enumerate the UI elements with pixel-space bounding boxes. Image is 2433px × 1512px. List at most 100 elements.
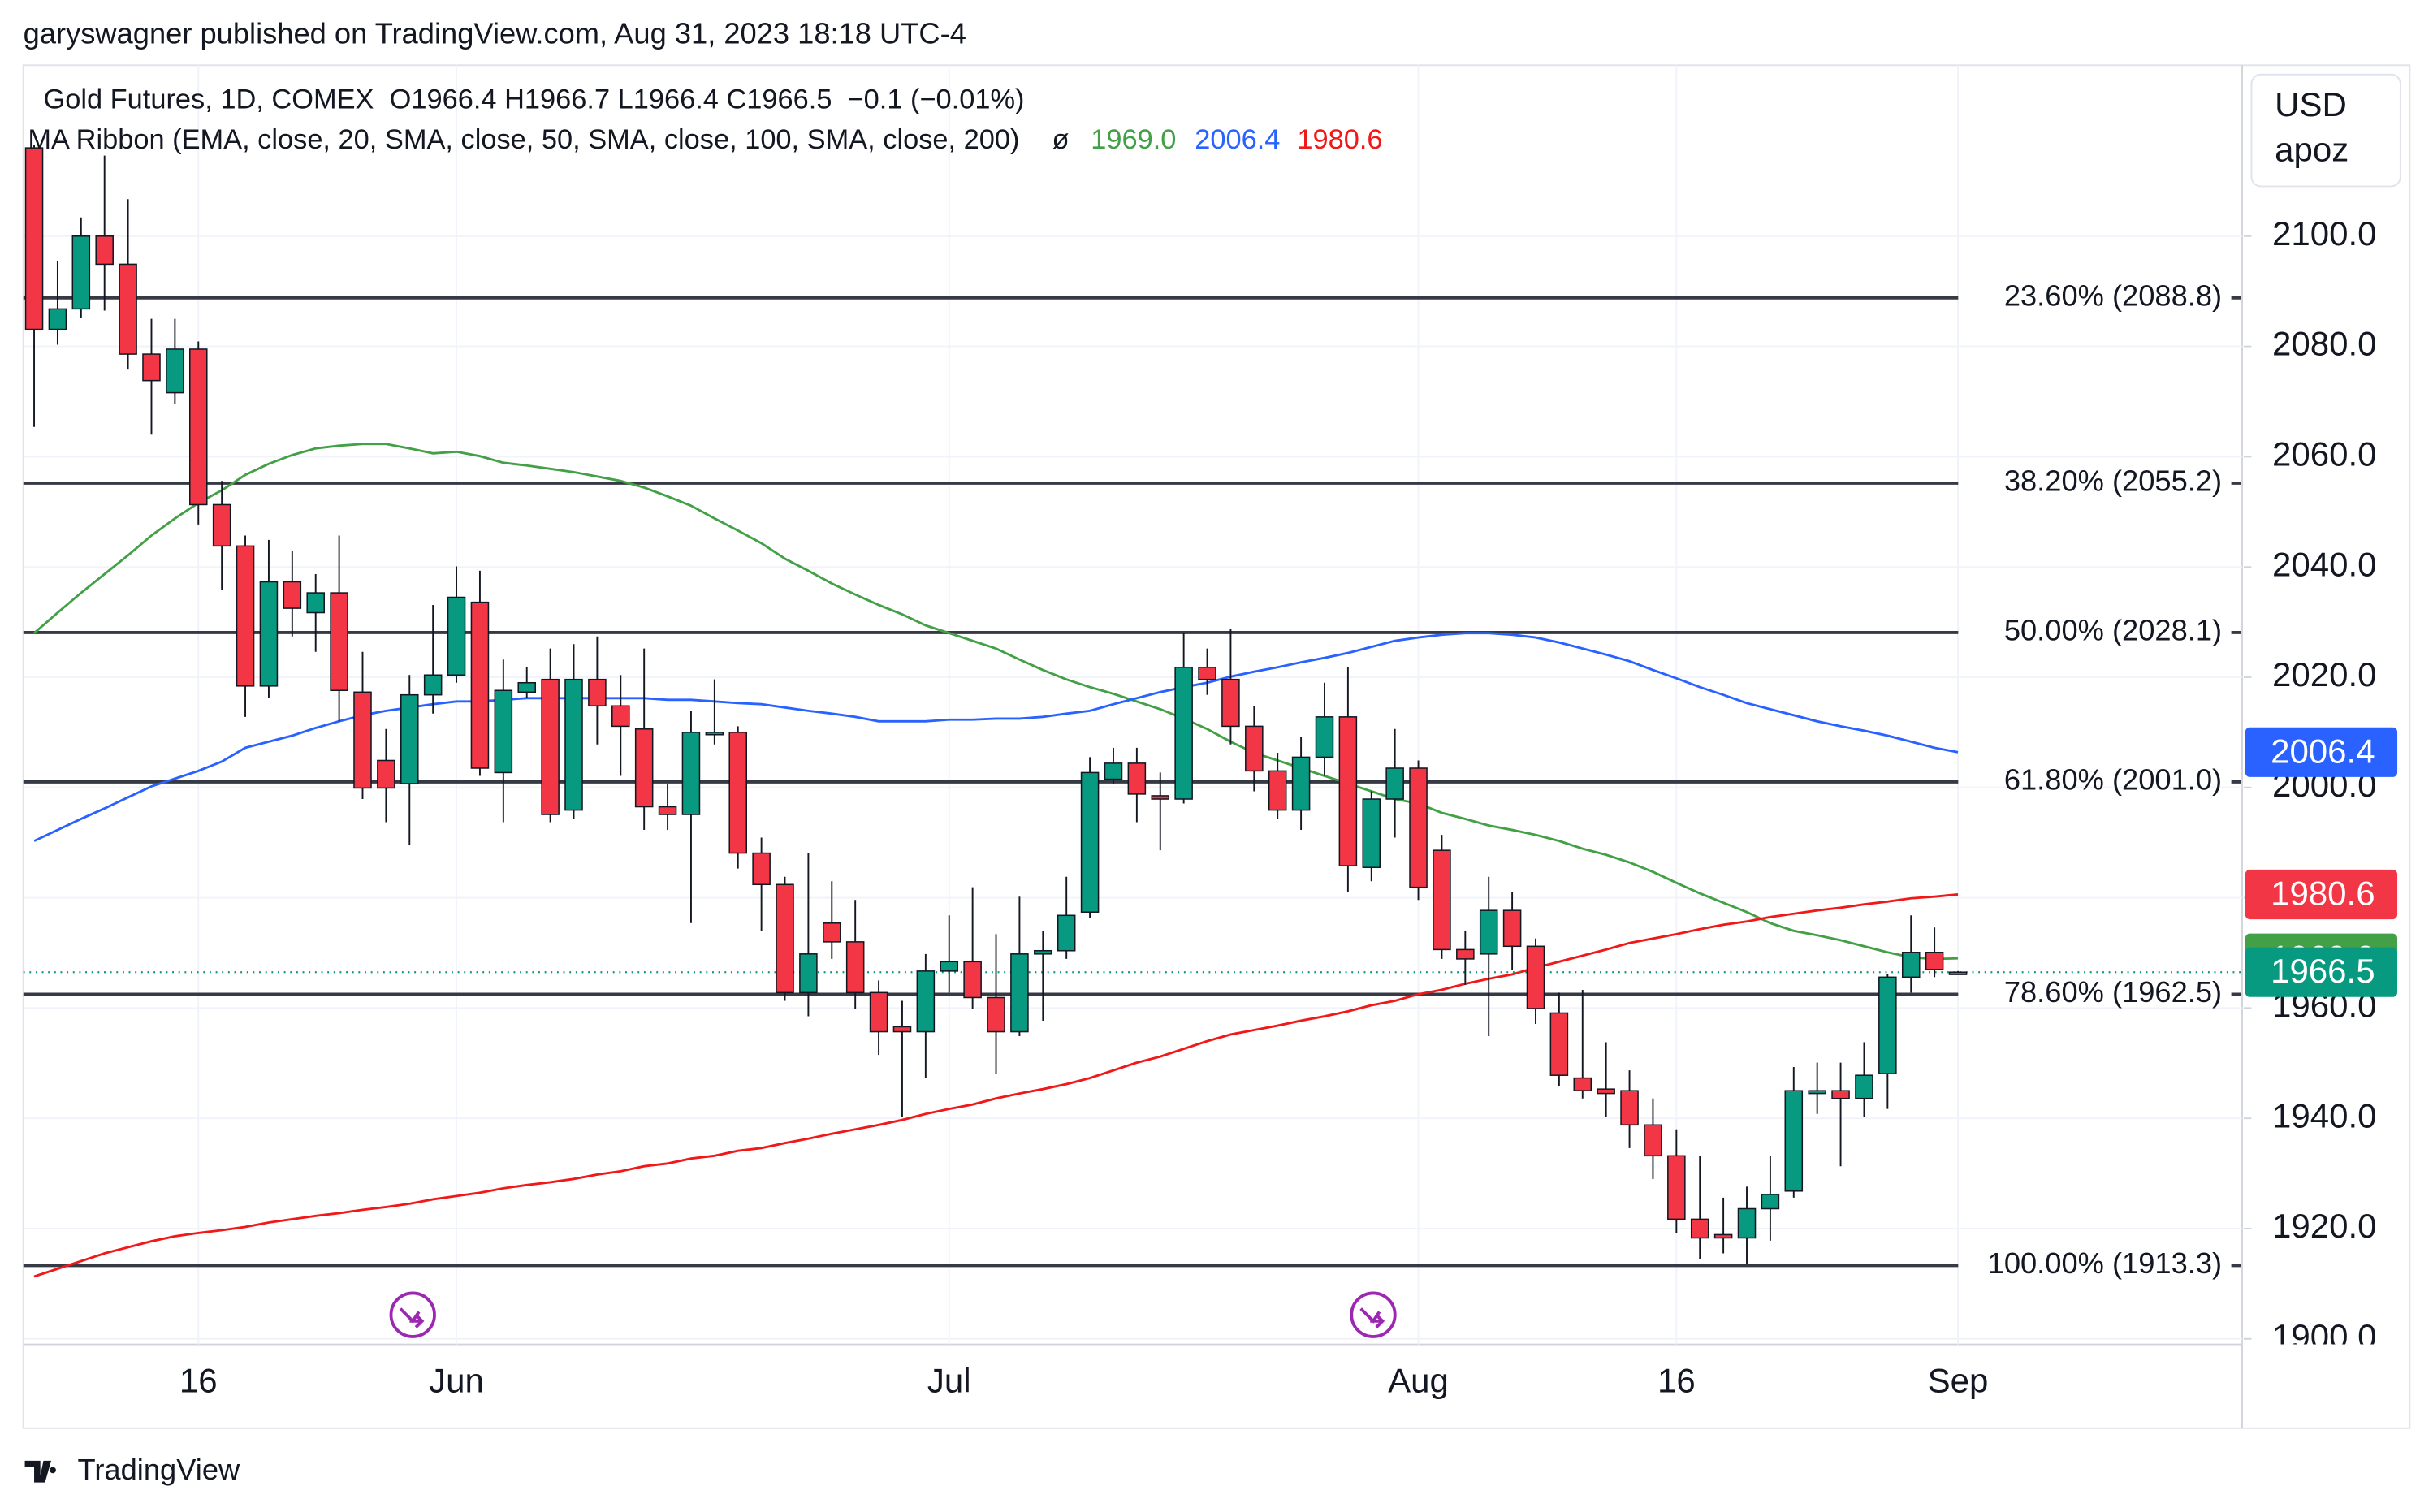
candle-body bbox=[963, 961, 982, 999]
candle-body bbox=[1573, 1077, 1592, 1091]
currency-box[interactable] bbox=[2250, 73, 2401, 188]
x-tick-label: 16 bbox=[179, 1361, 218, 1399]
plot-area: 23.60% (2088.8) 38.20% (2055.2) 50.00% (20… bbox=[23, 145, 2242, 1280]
price-axis: 1900.01920.01940.01960.01980.02000.02020… bbox=[2243, 214, 2398, 1355]
candle-body bbox=[1713, 1233, 1733, 1239]
candle-body bbox=[588, 678, 607, 707]
x-tick-label: Aug bbox=[1388, 1361, 1449, 1399]
candle-body bbox=[1127, 762, 1147, 795]
legend-value: 1969.0 bbox=[1091, 124, 1176, 155]
candle-body bbox=[1010, 953, 1029, 1033]
published-note: garyswagner published on TradingView.com… bbox=[24, 17, 966, 50]
legend-value: 1980.6 bbox=[1297, 124, 1382, 155]
candle-body bbox=[1667, 1155, 1686, 1220]
candle-body bbox=[1151, 795, 1170, 800]
candle-body bbox=[236, 545, 255, 687]
candle-body bbox=[1362, 798, 1381, 868]
candle-body bbox=[1174, 666, 1193, 800]
price-badge-label: 1980.6 bbox=[2271, 874, 2375, 912]
candle-body bbox=[1291, 756, 1311, 811]
candle-body bbox=[869, 991, 888, 1033]
candle-body bbox=[1948, 971, 1968, 975]
candle-body bbox=[1034, 949, 1052, 955]
y-tick-label: 2060.0 bbox=[2272, 434, 2377, 473]
candle-body bbox=[916, 970, 936, 1033]
candle-body bbox=[1245, 725, 1264, 772]
candle-body bbox=[1690, 1218, 1709, 1239]
candle-body bbox=[470, 601, 490, 769]
candle-body bbox=[1456, 948, 1475, 960]
fib-label: 50.00% (2028.1) bbox=[2004, 614, 2222, 647]
candle-body bbox=[48, 308, 67, 330]
candle-body bbox=[188, 348, 208, 506]
price-badge bbox=[2245, 727, 2398, 777]
chart-frame bbox=[22, 64, 2411, 1429]
candle-body bbox=[166, 348, 184, 394]
price-badge-label: 1966.5 bbox=[2271, 952, 2375, 990]
candle-body bbox=[987, 996, 1005, 1033]
y-tick-label: 1900.0 bbox=[2272, 1317, 2377, 1355]
y-tick-label: 2040.0 bbox=[2272, 545, 2377, 583]
candle-body bbox=[728, 732, 748, 854]
candle-body bbox=[892, 1026, 912, 1033]
candle-body bbox=[1409, 767, 1428, 888]
price-badge bbox=[2245, 947, 2398, 997]
y-tick-label: 2020.0 bbox=[2272, 655, 2377, 693]
candle-body bbox=[541, 678, 560, 815]
candle-body bbox=[1549, 1012, 1569, 1076]
candle-body bbox=[1338, 716, 1358, 866]
event-icon[interactable] bbox=[389, 1291, 436, 1338]
candle-body bbox=[447, 596, 466, 676]
candle-body bbox=[940, 961, 959, 972]
fib-label: 78.60% (1962.5) bbox=[2004, 975, 2222, 1009]
time-axis: 16 Jun Jul Aug 16 Sep bbox=[179, 1361, 1989, 1399]
fib-label: 61.80% (2001.0) bbox=[2004, 763, 2222, 797]
candle-body bbox=[423, 674, 443, 696]
y-tick-label: 1920.0 bbox=[2272, 1207, 2377, 1245]
fib-label: 38.20% (2055.2) bbox=[2004, 464, 2222, 498]
candle-body bbox=[611, 705, 630, 728]
candle-body bbox=[1104, 762, 1123, 780]
candle-body bbox=[1221, 678, 1240, 728]
candle-body bbox=[1925, 952, 1944, 970]
candle-body bbox=[1268, 770, 1287, 811]
candle-body bbox=[1433, 849, 1451, 951]
candle-body bbox=[1831, 1090, 1850, 1099]
fib-label: 100.00% (1913.3) bbox=[1988, 1246, 2223, 1280]
y-tick-label: 2100.0 bbox=[2272, 214, 2377, 253]
candle-body bbox=[517, 681, 536, 693]
candle-body bbox=[1057, 914, 1076, 952]
grid bbox=[23, 65, 2242, 1345]
candle-body bbox=[1597, 1088, 1615, 1095]
candle-body bbox=[377, 759, 395, 789]
price-badge-label: 2006.4 bbox=[2271, 732, 2375, 770]
candle-body bbox=[1080, 771, 1100, 913]
candle-body bbox=[283, 581, 302, 609]
candle-body bbox=[799, 953, 818, 994]
candle-body bbox=[1644, 1124, 1662, 1157]
candle-body bbox=[119, 263, 137, 355]
candle-body bbox=[24, 147, 44, 330]
candle-body bbox=[1315, 716, 1334, 758]
candle-body bbox=[823, 922, 841, 943]
event-icon[interactable] bbox=[1350, 1291, 1397, 1338]
ma-line bbox=[33, 893, 1959, 1278]
candle-body bbox=[1502, 909, 1522, 948]
candle-body bbox=[1901, 952, 1921, 978]
candle-body bbox=[1761, 1194, 1780, 1210]
candle-body bbox=[1878, 976, 1897, 1074]
footer: TradingView bbox=[78, 1453, 240, 1486]
candle-body bbox=[1526, 945, 1545, 1009]
candle-body bbox=[1737, 1207, 1757, 1239]
ohlc: O1966.4 H1966.7 L1966.4 C1966.5 bbox=[390, 84, 832, 114]
change: −0.1 (−0.01%) bbox=[848, 84, 1025, 114]
unit: apoz bbox=[2275, 130, 2349, 168]
x-tick-label: 16 bbox=[1657, 1361, 1696, 1399]
candle-body bbox=[1385, 767, 1404, 800]
candle-body bbox=[400, 693, 419, 784]
candle-body bbox=[658, 806, 677, 815]
candle-body bbox=[776, 883, 794, 994]
candle-body bbox=[71, 235, 91, 310]
candle-body bbox=[1855, 1074, 1873, 1099]
